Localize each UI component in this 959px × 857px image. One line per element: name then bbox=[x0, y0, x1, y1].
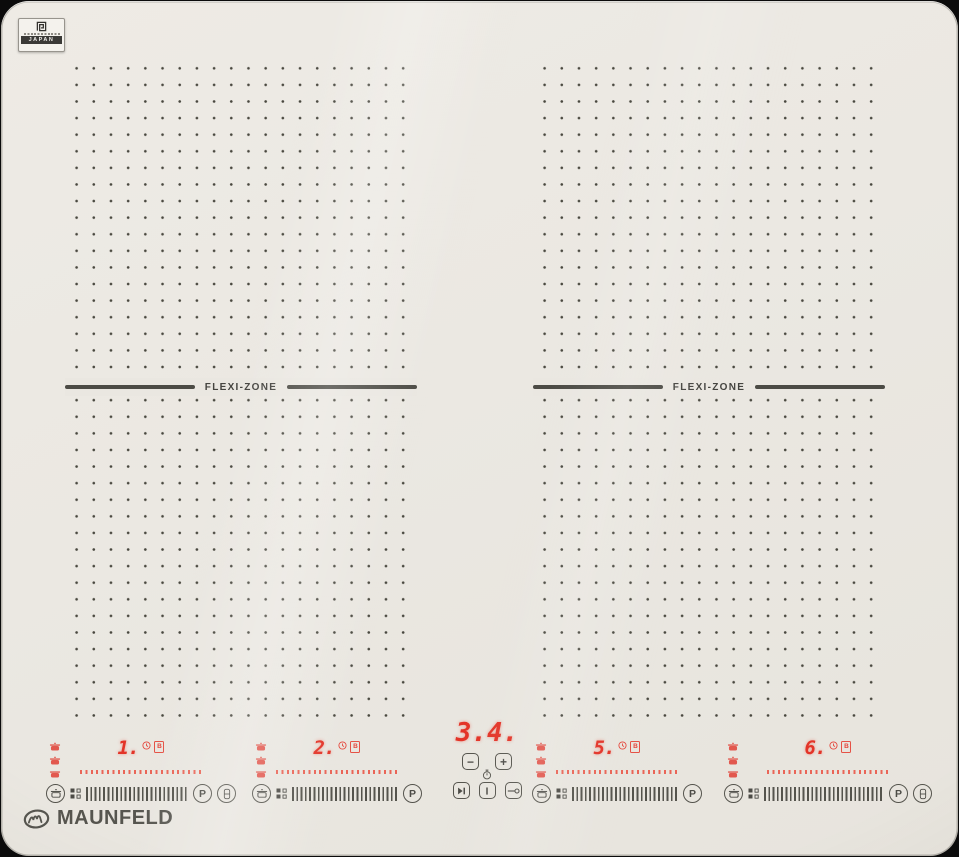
keep-warm-pot-icon bbox=[50, 789, 61, 798]
keep-warm-level-icons bbox=[255, 742, 267, 778]
keep-warm-pot-icon bbox=[536, 789, 547, 798]
timer-clock-icon bbox=[618, 741, 627, 750]
boost-button[interactable]: P bbox=[683, 784, 702, 803]
timer-readout: 3.4. bbox=[455, 718, 519, 748]
keep-warm-button[interactable] bbox=[724, 784, 743, 803]
power-slider[interactable] bbox=[86, 786, 188, 801]
timer-clock-icon bbox=[829, 741, 838, 750]
boost-indicator: B bbox=[841, 741, 852, 753]
power-slider[interactable] bbox=[764, 786, 884, 801]
boost-indicator: B bbox=[630, 741, 641, 753]
zone-6-display: 6. B bbox=[719, 739, 937, 758]
flexi-zone-label: FLEXI-ZONE bbox=[204, 381, 278, 393]
stopwatch-icon bbox=[482, 769, 492, 780]
brand-logo: MAUNFELD bbox=[23, 807, 173, 830]
zone-1-display: 1. B bbox=[41, 739, 241, 758]
keep-warm-level-icons bbox=[49, 742, 61, 778]
flex-join-icon bbox=[919, 788, 926, 799]
flexi-line bbox=[533, 384, 663, 390]
pot-icon bbox=[727, 742, 739, 751]
keep-warm-pot-icon bbox=[728, 789, 739, 798]
flexi-line bbox=[755, 384, 886, 390]
timer-plus-button[interactable]: + bbox=[495, 753, 512, 770]
zone-5-display: 5. B bbox=[527, 739, 707, 758]
timer-clock-icon bbox=[338, 741, 347, 750]
badge-japan-label: JAPAN bbox=[21, 36, 62, 44]
flexi-line bbox=[287, 384, 418, 390]
zone-power-readout: 6. bbox=[804, 737, 827, 759]
maunfeld-emblem-icon bbox=[23, 808, 50, 829]
glass-certification-badge: JAPAN bbox=[18, 18, 65, 52]
zone-6-controls: 6. B P bbox=[719, 737, 937, 805]
flexi-zone-label: FLEXI-ZONE bbox=[672, 381, 746, 393]
power-level-indicator bbox=[80, 770, 202, 774]
pause-icon bbox=[458, 787, 465, 794]
power-button[interactable] bbox=[478, 782, 496, 799]
power-slider[interactable] bbox=[292, 786, 398, 801]
zone-2-controls: 2. B P bbox=[247, 737, 427, 805]
timer-and-main-controls: 3.4. − + bbox=[442, 720, 532, 804]
pot-icon bbox=[255, 756, 267, 765]
glass-maker-logo-icon bbox=[36, 21, 47, 32]
flex-zone-button[interactable] bbox=[913, 784, 932, 803]
power-level-indicator bbox=[767, 770, 889, 774]
boost-indicator: B bbox=[154, 741, 165, 753]
zone-2-display: 2. B bbox=[247, 739, 427, 758]
power-level-indicator bbox=[276, 770, 398, 774]
flexi-line bbox=[65, 384, 195, 390]
keep-warm-button[interactable] bbox=[252, 784, 271, 803]
zone-1-controls: 1. B P bbox=[41, 737, 241, 805]
lock-button[interactable] bbox=[504, 782, 522, 799]
pause-button[interactable] bbox=[452, 782, 470, 799]
power-slider[interactable] bbox=[572, 786, 678, 801]
zone-power-readout: 1. bbox=[117, 737, 140, 759]
flexi-zone-divider-left: FLEXI-ZONE bbox=[65, 378, 418, 396]
boost-button[interactable]: P bbox=[193, 784, 212, 803]
power-level-indicator bbox=[556, 770, 678, 774]
flex-zone-button[interactable] bbox=[217, 784, 236, 803]
boost-indicator: B bbox=[350, 741, 361, 753]
flex-join-icon bbox=[223, 788, 230, 799]
timer-minus-button[interactable]: − bbox=[462, 753, 479, 770]
keep-warm-button[interactable] bbox=[46, 784, 65, 803]
bridge-indicator-icon bbox=[276, 788, 287, 799]
boost-button[interactable]: P bbox=[403, 784, 422, 803]
pot-icon bbox=[727, 771, 739, 778]
keep-warm-pot-icon bbox=[256, 789, 267, 798]
bridge-indicator-icon bbox=[556, 788, 567, 799]
pot-icon bbox=[535, 742, 547, 751]
bridge-indicator-icon bbox=[70, 788, 81, 799]
maunfeld-wordmark: MAUNFELD bbox=[57, 807, 174, 829]
zone-5-controls: 5. B P bbox=[527, 737, 707, 805]
pot-icon bbox=[535, 756, 547, 765]
pot-icon bbox=[727, 756, 739, 765]
pot-icon bbox=[535, 771, 547, 778]
keep-warm-level-icons bbox=[727, 742, 739, 778]
pot-icon bbox=[49, 756, 61, 765]
key-lock-icon bbox=[507, 787, 520, 794]
zone-power-readout: 5. bbox=[593, 737, 616, 759]
power-icon bbox=[486, 786, 488, 795]
zone-power-readout: 2. bbox=[313, 737, 336, 759]
flexi-zone-divider-right: FLEXI-ZONE bbox=[533, 378, 886, 396]
pot-icon bbox=[49, 742, 61, 751]
pot-icon bbox=[255, 742, 267, 751]
keep-warm-button[interactable] bbox=[532, 784, 551, 803]
boost-button[interactable]: P bbox=[889, 784, 908, 803]
pot-icon bbox=[255, 771, 267, 778]
keep-warm-level-icons bbox=[535, 742, 547, 778]
timer-clock-icon bbox=[142, 741, 151, 750]
pot-icon bbox=[49, 771, 61, 778]
bridge-indicator-icon bbox=[748, 788, 759, 799]
badge-fine-print bbox=[23, 33, 60, 35]
